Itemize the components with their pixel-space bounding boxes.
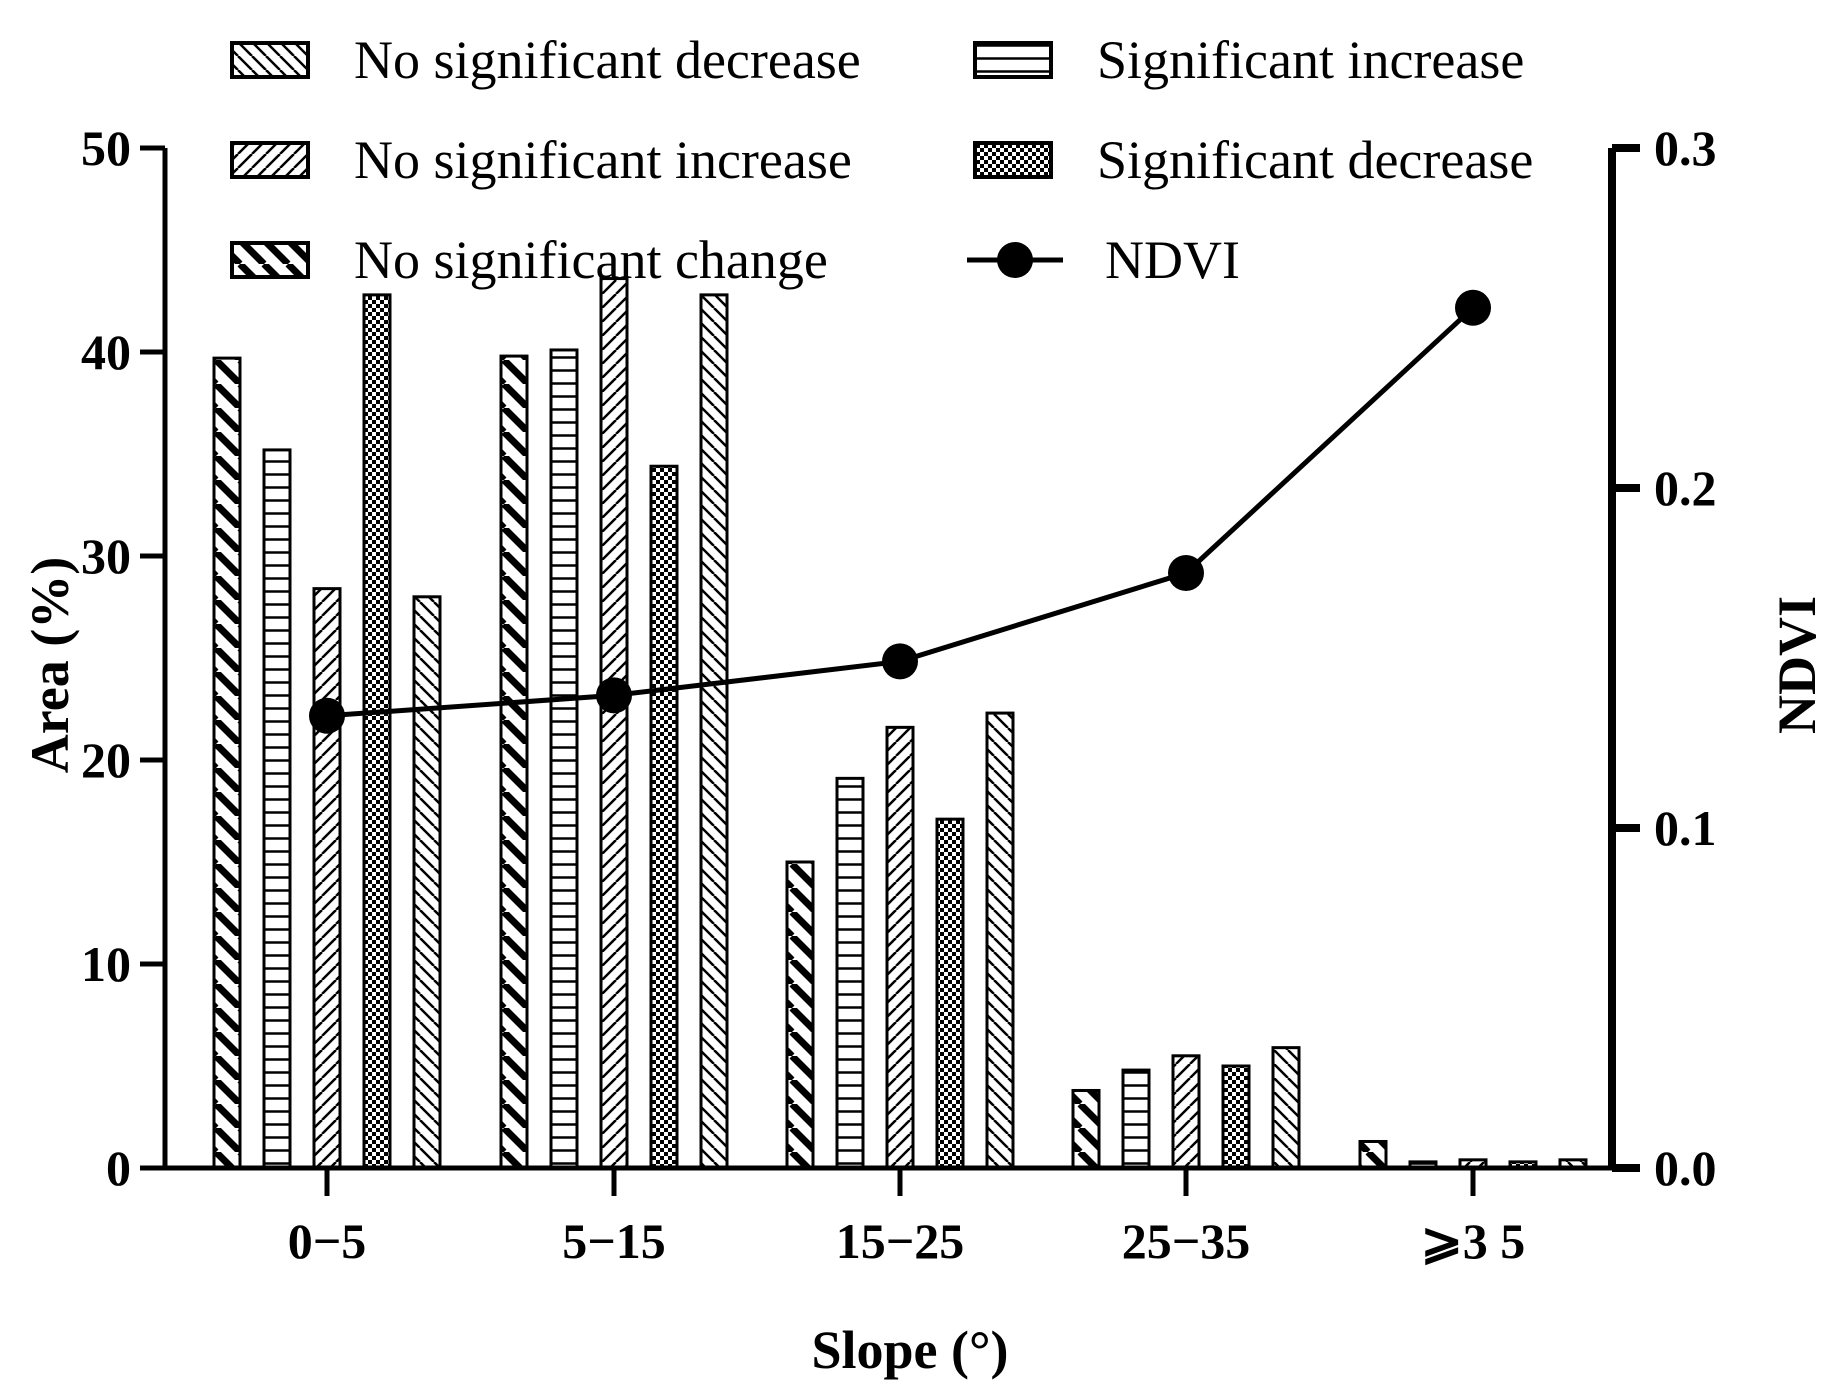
legend: No significant decrease Significant incre… [230, 30, 1533, 290]
y-tick-label-2: 20 [81, 732, 131, 788]
bar-series1-cat2 [835, 776, 865, 1170]
x-tick-label-1: 5−15 [562, 1213, 666, 1269]
legend-label-2: No significant increase [354, 130, 852, 190]
y-tick-label-0: 0 [106, 1140, 131, 1196]
y-axis-title: Area (%) [20, 557, 80, 773]
axes-layer: 0 10 20 30 40 50 0.0 0.1 0.2 0.3 0−5 5−15 15−25 25−35… [81, 120, 1717, 1269]
bar-series2-cat3 [1171, 1054, 1201, 1170]
bar-series1-cat0 [262, 448, 292, 1170]
legend-item-3: Significant decrease [973, 130, 1533, 190]
bar-series3-cat2 [935, 817, 965, 1170]
bar-series0-cat1 [499, 354, 529, 1170]
ndvi-point-4 [1455, 289, 1491, 326]
bar-series0-cat4 [1358, 1139, 1388, 1170]
legend-swatch-1 [973, 41, 1053, 79]
legend-swatch-0 [230, 41, 310, 79]
y2-tick-label-2: 0.2 [1654, 460, 1717, 516]
legend-swatch-4 [230, 241, 310, 279]
y-tick-label-1: 10 [81, 936, 131, 992]
bar-series3-cat0 [362, 293, 392, 1170]
ndvi-point-1 [596, 677, 632, 714]
y-tick-label-4: 40 [81, 324, 131, 380]
y2-axis-title: NDVI [1767, 596, 1827, 734]
legend-marker-ndvi [997, 242, 1033, 278]
legend-swatch-2 [230, 141, 310, 179]
x-tick-label-3: 25−35 [1122, 1213, 1251, 1269]
bar-series3-cat3 [1221, 1064, 1251, 1170]
y2-tick-label-3: 0.3 [1654, 120, 1717, 176]
bar-series2-cat1 [599, 277, 629, 1170]
bar-series3-cat1 [649, 464, 679, 1170]
x-tick-label-0: 0−5 [288, 1213, 367, 1269]
ndvi-point-0 [309, 697, 345, 734]
bar-series4-cat2 [985, 711, 1015, 1170]
y2-tick-label-1: 0.1 [1654, 800, 1717, 856]
legend-item-4: No significant change [230, 230, 828, 290]
legend-item-1: Significant increase [973, 30, 1524, 90]
y2-tick-label-0: 0.0 [1654, 1140, 1717, 1196]
bar-series1-cat3 [1121, 1068, 1151, 1170]
bar-series4-cat3 [1271, 1046, 1301, 1170]
legend-item-5: NDVI [967, 230, 1240, 290]
y-tick-label-3: 30 [81, 528, 131, 584]
legend-swatch-3 [973, 141, 1053, 179]
bar-series4-cat1 [699, 293, 729, 1170]
bar-series0-cat3 [1071, 1088, 1101, 1170]
ndvi-point-3 [1168, 555, 1204, 591]
bar-series2-cat2 [885, 725, 915, 1170]
legend-label-0: No significant decrease [354, 30, 861, 90]
bar-series2-cat0 [312, 587, 342, 1170]
legend-label-4: No significant change [354, 230, 828, 290]
x-axis-title: Slope (°) [811, 1320, 1008, 1380]
bar-series0-cat2 [785, 860, 815, 1170]
legend-item-2: No significant increase [230, 130, 852, 190]
x-tick-label-4: ⩾3 5 [1421, 1213, 1525, 1269]
legend-label-5: NDVI [1105, 230, 1240, 290]
ndvi-line-layer [309, 289, 1491, 734]
bars-layer [212, 277, 1588, 1170]
x-tick-label-2: 15−25 [836, 1213, 965, 1269]
legend-item-0: No significant decrease [230, 30, 861, 90]
y-tick-label-5: 50 [81, 120, 131, 176]
ndvi-point-2 [882, 643, 918, 680]
bar-series1-cat1 [549, 348, 579, 1170]
bar-series4-cat0 [412, 595, 442, 1170]
bar-series0-cat0 [212, 356, 242, 1170]
legend-label-3: Significant decrease [1097, 130, 1533, 190]
legend-label-1: Significant increase [1097, 30, 1524, 90]
